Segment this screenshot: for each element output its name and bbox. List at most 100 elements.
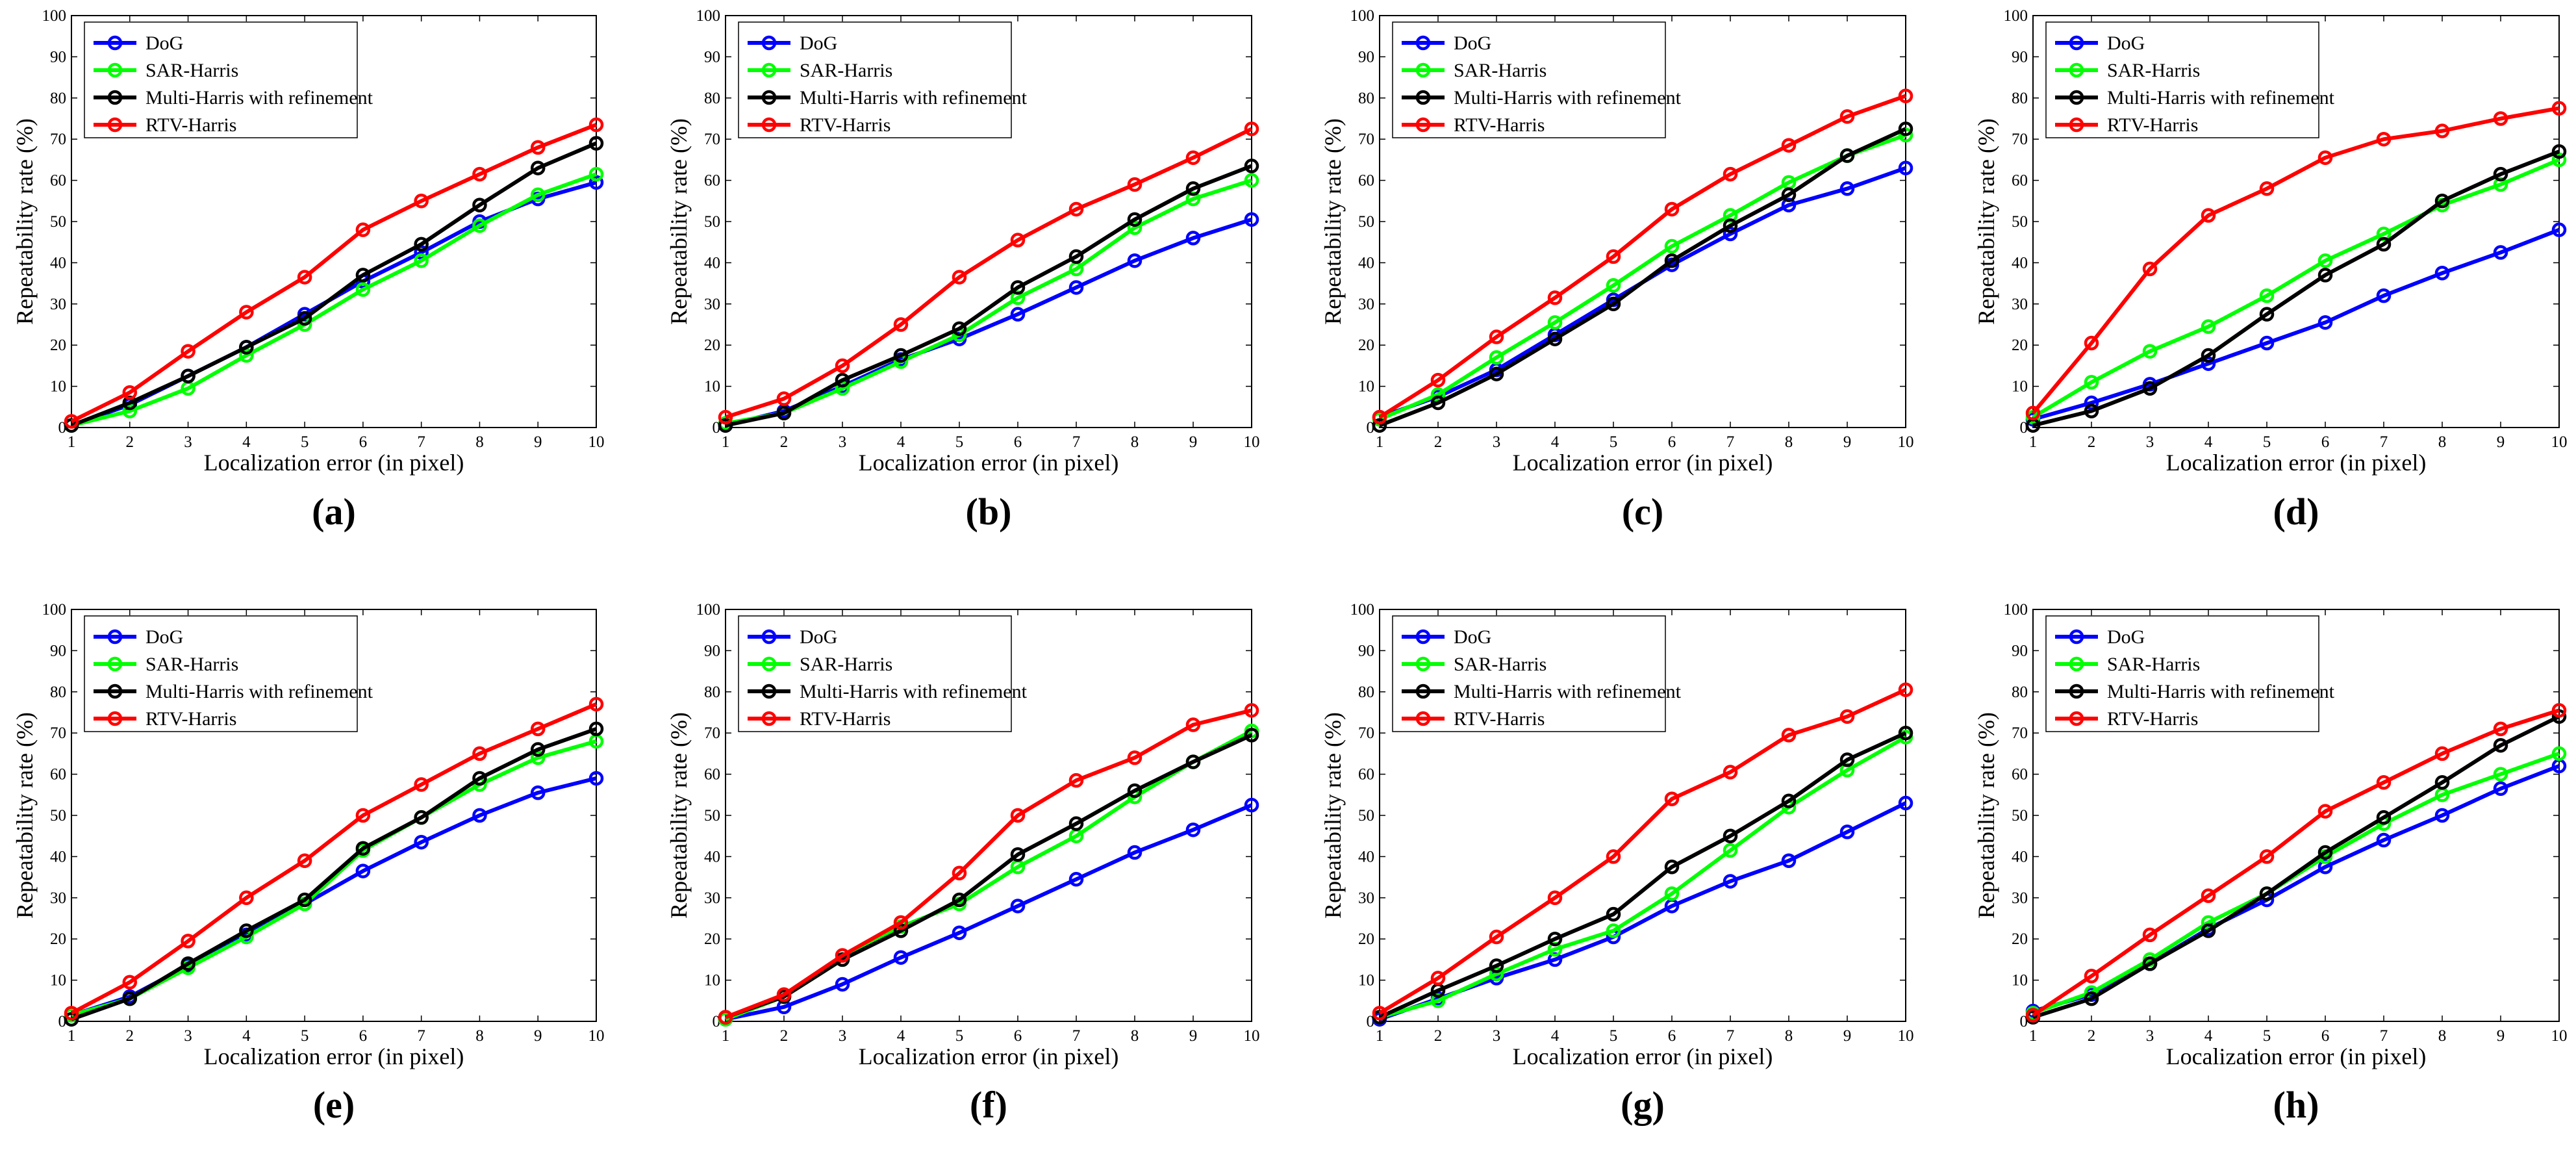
x-tick-label: 9 [1843, 433, 1852, 451]
y-tick-label: 20 [2012, 337, 2028, 354]
x-tick-label: 8 [2438, 433, 2447, 451]
x-tick-label: 4 [1551, 433, 1559, 451]
legend-marker [761, 629, 777, 645]
y-tick-label: 70 [704, 131, 720, 148]
data-point [952, 865, 967, 881]
series-line-sar-harris [2032, 158, 2560, 419]
legend-marker [2069, 711, 2084, 726]
data-point [2434, 808, 2450, 823]
series-line-sar-harris [1378, 133, 1906, 422]
data-point [1723, 765, 1738, 780]
data-point [355, 222, 371, 237]
y-tick-label: 10 [2012, 378, 2028, 396]
x-tick-label: 7 [2380, 1027, 2388, 1045]
y-tick-label: 50 [2012, 213, 2028, 231]
y-tick-label: 0 [1367, 419, 1375, 437]
x-tick-label: 7 [1072, 1027, 1081, 1045]
x-tick-label: 10 [1244, 1027, 1260, 1045]
data-point [2493, 111, 2508, 126]
data-point [2084, 969, 2099, 984]
y-tick-label: 10 [704, 972, 720, 990]
data-point [1547, 315, 1563, 330]
data-point [1010, 233, 1026, 248]
y-axis-label: Repeatability rate (%) [666, 118, 692, 325]
data-point [297, 270, 312, 285]
x-tick-label: 3 [1493, 1027, 1501, 1045]
data-point [1127, 750, 1143, 765]
panel-label: (e) [313, 1084, 355, 1126]
series-line-multi-harris-with-refinement [1378, 127, 1907, 428]
series-line-dog [725, 217, 1252, 428]
x-tick-label: 1 [68, 1027, 76, 1045]
x-tick-label: 2 [126, 1027, 134, 1045]
x-tick-label: 10 [1244, 433, 1260, 451]
data-point [1489, 966, 1504, 982]
x-tick-label: 5 [301, 433, 309, 451]
x-axis-label: Localization error (in pixel) [204, 450, 464, 476]
x-tick-label: 6 [359, 1027, 368, 1045]
data-point [472, 218, 487, 233]
legend-marker [107, 711, 123, 726]
x-tick-label: 6 [359, 433, 368, 451]
y-tick-label: 20 [704, 930, 720, 948]
legend-marker [761, 117, 777, 133]
x-tick-label: 4 [2204, 1027, 2213, 1045]
data-point [1068, 872, 1084, 887]
data-point [355, 268, 371, 283]
y-tick-label: 50 [1358, 213, 1374, 231]
y-tick-label: 100 [42, 601, 67, 619]
data-point [355, 808, 371, 823]
legend-entry: Multi-Harris with refinement [2107, 681, 2335, 702]
data-point [239, 348, 254, 363]
series-line-rtv-harris [1378, 94, 1906, 419]
data-point [297, 853, 312, 868]
data-point [239, 890, 254, 906]
y-tick-label: 70 [1358, 724, 1374, 742]
data-point [1839, 148, 1855, 163]
data-point [414, 253, 429, 268]
x-tick-label: 3 [839, 1027, 847, 1045]
x-tick-label: 2 [780, 433, 789, 451]
x-tick-label: 6 [1014, 433, 1022, 451]
legend-entry: RTV-Harris [1454, 708, 1545, 730]
data-point [776, 405, 792, 421]
series-line-rtv-harris [2032, 708, 2560, 1017]
data-point [2317, 253, 2333, 268]
x-tick-label: 8 [1785, 1027, 1793, 1045]
legend-marker [1415, 656, 1431, 672]
legend-marker [1415, 629, 1431, 645]
legend-entry: Multi-Harris with refinement [800, 87, 1028, 109]
data-point [2317, 804, 2333, 819]
y-tick-label: 10 [50, 378, 66, 396]
data-point [1898, 795, 1913, 811]
legend-entry: SAR-Harris [145, 60, 238, 81]
x-tick-label: 7 [417, 433, 425, 451]
y-tick-label: 20 [50, 930, 66, 948]
x-tick-label: 6 [2321, 1027, 2330, 1045]
legend-box [2045, 615, 2319, 732]
data-point [1010, 307, 1026, 322]
legend-marker [761, 684, 777, 699]
data-point [893, 915, 909, 930]
legend-entry: DoG [2107, 626, 2145, 648]
data-point [2259, 849, 2275, 864]
x-tick-label: 4 [242, 1027, 251, 1045]
data-point [2142, 381, 2158, 396]
data-point [1068, 773, 1084, 788]
x-tick-label: 8 [475, 433, 484, 451]
data-point [1898, 121, 1913, 136]
y-tick-label: 30 [1358, 889, 1374, 907]
x-axis-label: Localization error (in pixel) [2166, 450, 2427, 476]
data-point [588, 696, 604, 712]
x-tick-label: 4 [242, 433, 251, 451]
y-tick-label: 50 [704, 213, 720, 231]
x-tick-label: 7 [1726, 433, 1735, 451]
y-tick-label: 40 [50, 848, 66, 865]
legend-marker [761, 62, 777, 78]
y-tick-label: 70 [2012, 724, 2028, 742]
y-tick-label: 30 [704, 296, 720, 313]
y-tick-label: 30 [2012, 296, 2028, 313]
data-point [1372, 409, 1387, 425]
data-point [2493, 737, 2508, 753]
